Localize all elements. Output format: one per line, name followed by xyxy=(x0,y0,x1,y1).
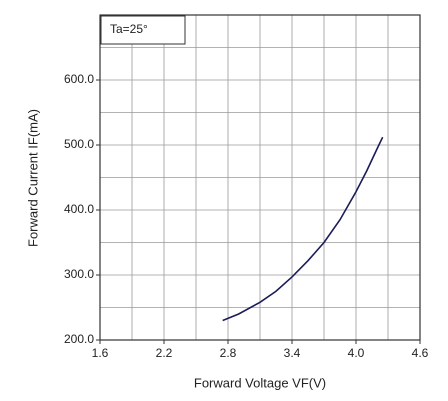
y-tick-label: 200.0 xyxy=(64,332,94,346)
x-tick-label: 4.0 xyxy=(348,346,365,360)
annotation: Ta=25° xyxy=(110,22,148,36)
x-tick-label: 3.4 xyxy=(284,346,301,360)
plot-frame xyxy=(99,14,421,341)
x-axis-label: Forward Voltage VF(V) xyxy=(194,375,326,390)
x-tick-label: 4.6 xyxy=(412,346,429,360)
grid xyxy=(100,15,420,340)
data-line xyxy=(222,136,384,322)
x-tick-label: 2.2 xyxy=(156,346,173,360)
y-axis-label: Forward Current IF(mA) xyxy=(25,109,40,247)
y-tick-label: 400.0 xyxy=(64,202,94,216)
annotation-box xyxy=(100,15,186,45)
y-tick-label: 600.0 xyxy=(64,72,94,86)
y-tick-label: 500.0 xyxy=(64,137,94,151)
x-tick-label: 2.8 xyxy=(220,346,237,360)
y-tick-label: 300.0 xyxy=(64,267,94,281)
x-tick-label: 1.6 xyxy=(92,346,109,360)
